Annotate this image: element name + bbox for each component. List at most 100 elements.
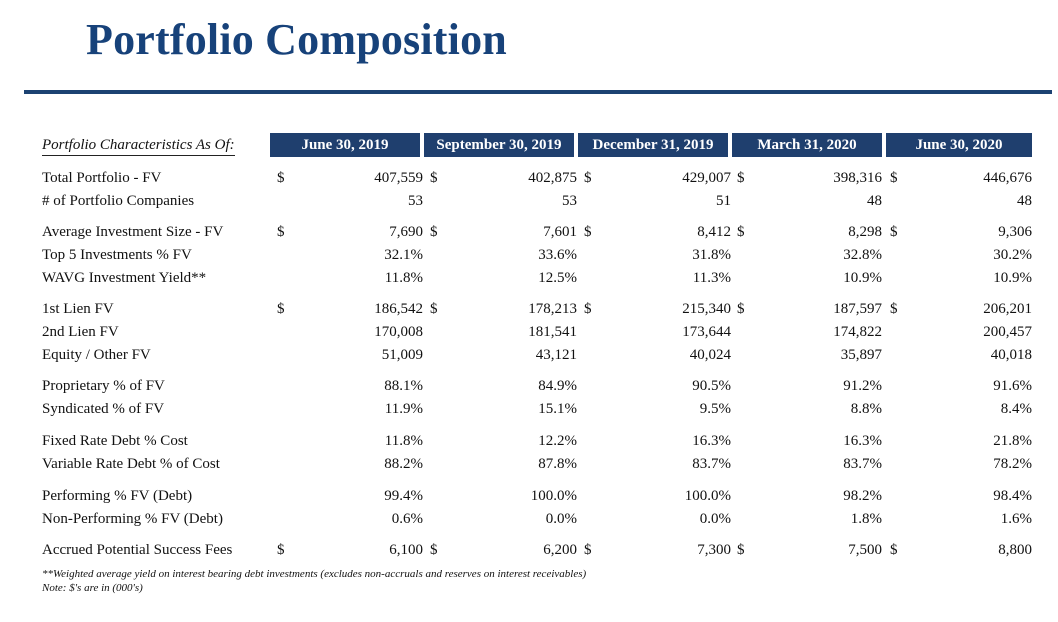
dollar-sign: $ [430,542,438,558]
row-label: Top 5 Investments % FV [42,247,192,263]
value-cell: 90.5% [692,378,731,394]
value-cell: 11.8% [384,270,423,286]
column-header-3: December 31, 2019 [578,133,728,157]
dollar-sign: $ [430,301,438,317]
dollar-sign: $ [584,170,592,186]
value-cell: 98.2% [843,488,882,504]
row-label: Total Portfolio - FV [42,170,162,186]
row-label: Non-Performing % FV (Debt) [42,511,223,527]
table-row: 2nd Lien FV 170,008 181,541 173,644 174,822 2… [0,324,1058,346]
row-label: Syndicated % of FV [42,401,165,417]
table-row: Top 5 Investments % FV 32.1% 33.6% 31.8% 32.… [0,247,1058,269]
value-cell: 187,597 [833,301,882,317]
value-cell: 9,306 [998,224,1032,240]
value-cell: 21.8% [993,433,1032,449]
row-label: 2nd Lien FV [42,324,119,340]
dollar-sign: $ [737,301,745,317]
dollar-sign: $ [277,170,285,186]
column-header-4: March 31, 2020 [732,133,882,157]
table-row: Equity / Other FV 51,009 43,121 40,024 35,89… [0,347,1058,369]
value-cell: 83.7% [843,456,882,472]
table-row: Variable Rate Debt % of Cost 88.2% 87.8% 83… [0,456,1058,478]
value-cell: 51 [716,193,731,209]
value-cell: 200,457 [983,324,1032,340]
value-cell: 100.0% [684,488,731,504]
value-cell: 6,200 [543,542,577,558]
value-cell: 15.1% [538,401,577,417]
dollar-sign: $ [737,542,745,558]
value-cell: 7,500 [848,542,882,558]
value-cell: 7,690 [389,224,423,240]
value-cell: 398,316 [833,170,882,186]
table-row: Average Investment Size - FV $ $ $ $ $7,690 7,… [0,224,1058,246]
table-row: Non-Performing % FV (Debt) 0.6% 0.0% 0.0% 1.… [0,511,1058,533]
value-cell: 12.5% [538,270,577,286]
value-cell: 11.8% [384,433,423,449]
row-label: Accrued Potential Success Fees [42,542,233,558]
value-cell: 40,018 [990,347,1032,363]
dollar-sign: $ [890,542,898,558]
row-label: 1st Lien FV [42,301,114,317]
value-cell: 181,541 [528,324,577,340]
value-cell: 35,897 [840,347,882,363]
footnote-yield: **Weighted average yield on interest bea… [42,568,587,580]
value-cell: 83.7% [692,456,731,472]
dollar-sign: $ [430,224,438,240]
value-cell: 6,100 [389,542,423,558]
value-cell: 186,542 [374,301,423,317]
value-cell: 178,213 [528,301,577,317]
row-label: Performing % FV (Debt) [42,488,193,504]
value-cell: 7,601 [543,224,577,240]
dollar-sign: $ [584,301,592,317]
value-cell: 48 [867,193,882,209]
dollar-sign: $ [737,224,745,240]
dollar-sign: $ [430,170,438,186]
table-row: Syndicated % of FV 11.9% 15.1% 9.5% 8.8% 8.4% [0,401,1058,423]
value-cell: 206,201 [983,301,1032,317]
value-cell: 88.2% [384,456,423,472]
value-cell: 10.9% [993,270,1032,286]
value-cell: 78.2% [993,456,1032,472]
value-cell: 91.2% [843,378,882,394]
page-title: Portfolio Composition [86,15,507,64]
value-cell: 0.6% [391,511,423,527]
value-cell: 91.6% [993,378,1032,394]
value-cell: 84.9% [538,378,577,394]
value-cell: 48 [1017,193,1032,209]
value-cell: 32.1% [384,247,423,263]
column-header-5: June 30, 2020 [886,133,1032,157]
value-cell: 8.4% [1000,401,1032,417]
value-cell: 1.8% [850,511,882,527]
value-cell: 100.0% [530,488,577,504]
value-cell: 173,644 [682,324,731,340]
value-cell: 407,559 [374,170,423,186]
value-cell: 31.8% [692,247,731,263]
value-cell: 16.3% [843,433,882,449]
row-label: Proprietary % of FV [42,378,165,394]
value-cell: 16.3% [692,433,731,449]
row-label: Variable Rate Debt % of Cost [42,456,220,472]
value-cell: 51,009 [381,347,423,363]
dollar-sign: $ [890,224,898,240]
value-cell: 215,340 [682,301,731,317]
value-cell: 1.6% [1000,511,1032,527]
table-row: # of Portfolio Companies 53 53 51 48 48 [0,193,1058,215]
value-cell: 33.6% [538,247,577,263]
column-header-1: June 30, 2019 [270,133,420,157]
title-divider [24,90,1052,94]
value-cell: 40,024 [689,347,731,363]
table-row: 1st Lien FV $ $ $ $ $186,542 178,213 215,340 187… [0,301,1058,323]
dollar-sign: $ [584,224,592,240]
row-label: Average Investment Size - FV [42,224,224,240]
footnote-units: Note: $'s are in (000's) [42,582,143,594]
value-cell: 99.4% [384,488,423,504]
table-row: Fixed Rate Debt % Cost 11.8% 12.2% 16.3% 16.… [0,433,1058,455]
dollar-sign: $ [890,301,898,317]
value-cell: 429,007 [682,170,731,186]
dollar-sign: $ [277,301,285,317]
value-cell: 0.0% [699,511,731,527]
row-label: # of Portfolio Companies [42,193,195,209]
value-cell: 11.3% [692,270,731,286]
value-cell: 8,298 [848,224,882,240]
value-cell: 87.8% [538,456,577,472]
